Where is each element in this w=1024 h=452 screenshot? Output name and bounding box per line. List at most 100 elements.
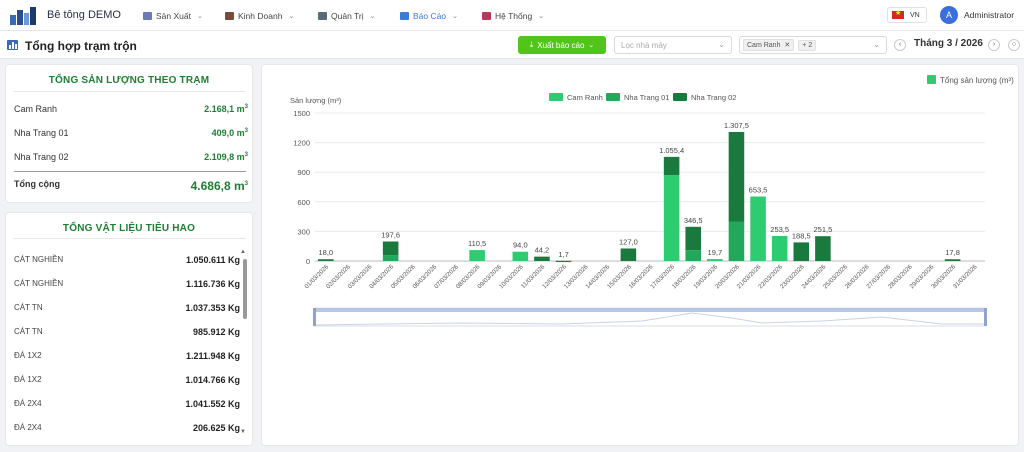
- legend-label: Nha Trang 01: [624, 93, 669, 102]
- chevron-down-icon: ⌄: [538, 12, 545, 20]
- scrollbar-thumb[interactable]: [243, 259, 247, 319]
- bar-segment: [555, 260, 572, 263]
- material-row: CÁT TN 985.912 Kg: [14, 327, 240, 337]
- legend-swatch: [549, 93, 563, 101]
- user-name[interactable]: Administrator: [964, 10, 1015, 20]
- production-chart-card: Cam Ranh Nha Trang 01 Nha Trang 02 Tổng sản…: [261, 64, 1019, 446]
- next-month-button[interactable]: ›: [988, 39, 1000, 51]
- bar-segment: [793, 242, 810, 261]
- vietnam-flag-icon: [892, 9, 904, 19]
- materials-title: TỔNG VẬT LIỆU TIÊU HAO: [62, 223, 196, 234]
- y-tick-label: 1500: [293, 109, 310, 118]
- station-row: Nha Trang 01 409,0 m3: [14, 128, 248, 138]
- menu-item-he-thong[interactable]: Hệ Thống ⌄: [482, 0, 572, 31]
- menu-item-quan-tri[interactable]: Quản Trị ⌄: [318, 0, 400, 31]
- system-icon: [482, 11, 491, 20]
- factory-icon: [143, 11, 152, 20]
- station-row: Cam Ranh 2.168,1 m3: [14, 104, 248, 114]
- bar-segment: [685, 250, 702, 261]
- chevron-down-icon: ⌄: [369, 12, 376, 20]
- bar-segment: [728, 131, 745, 222]
- refresh-button[interactable]: ○: [1008, 39, 1020, 51]
- chevron-down-icon: ⌄: [873, 40, 880, 49]
- data-label: 197,6: [381, 231, 400, 240]
- menu-item-kinh-doanh[interactable]: Kinh Doanh ⌄: [225, 0, 318, 31]
- bar-segment: [944, 259, 961, 261]
- legend-swatch-total: [927, 75, 936, 84]
- y-tick-label: 1200: [293, 139, 310, 148]
- briefcase-icon: [225, 11, 234, 20]
- download-icon: ⤓: [529, 40, 534, 49]
- legend-label: Nha Trang 02: [691, 93, 736, 102]
- data-label: 18,0: [319, 248, 334, 257]
- material-row: CÁT TN 1.037.353 Kg: [14, 303, 240, 313]
- close-icon[interactable]: ✕: [784, 42, 791, 49]
- scroll-up-icon[interactable]: ▲: [240, 249, 246, 255]
- station-filter-select[interactable]: Cam Ranh ✕ + 2 ⌄: [739, 36, 887, 54]
- total-row: Tổng cộng 4.686,8 m3: [14, 179, 248, 193]
- bar-segment: [534, 256, 550, 261]
- data-label: 253,5: [770, 225, 789, 234]
- chevron-down-icon: ⌄: [452, 12, 458, 20]
- bar-segment: [620, 248, 637, 261]
- bar-segment: [728, 221, 745, 261]
- bar-segment: [663, 156, 680, 176]
- legend-swatch: [606, 93, 620, 101]
- chevron-down-icon: ⌄: [288, 12, 295, 20]
- data-label: 1.307,5: [724, 121, 749, 130]
- main-menu: Sản Xuất ⌄ Kinh Doanh ⌄ Quản Trị ⌄ Báo Cáo ⌄…: [143, 0, 572, 31]
- bar-segment: [318, 259, 334, 261]
- zoom-slider-handle-right[interactable]: [984, 308, 987, 326]
- report-icon: [400, 11, 409, 20]
- admin-icon: [318, 11, 327, 20]
- export-report-button[interactable]: ⤓ Xuất báo cáo ⌄: [518, 36, 606, 54]
- data-label: 188,5: [792, 231, 811, 240]
- bar-segment: [771, 235, 788, 261]
- menu-item-san-xuat[interactable]: Sản Xuất ⌄: [143, 0, 225, 31]
- prev-month-button[interactable]: ‹: [894, 39, 906, 51]
- bar-segment: [750, 196, 766, 261]
- bar-segment: [469, 250, 485, 261]
- legend-label: Cam Ranh: [567, 93, 603, 102]
- scroll-down-icon[interactable]: ▼: [240, 429, 246, 435]
- y-tick-label: 300: [297, 227, 310, 236]
- avatar[interactable]: A: [940, 6, 958, 24]
- menu-item-bao-cao[interactable]: Báo Cáo ⌄: [400, 0, 482, 31]
- material-row: ĐÁ 1X2 1.014.766 Kg: [14, 375, 240, 385]
- chevron-down-icon: ⌄: [196, 12, 203, 20]
- language-selector[interactable]: VN: [887, 7, 927, 23]
- legend-label-total: Tổng sản lượng (m³): [940, 76, 1014, 85]
- y-axis-label: Sản lượng (m³): [290, 96, 342, 105]
- factory-filter-select[interactable]: Lọc nhà máy ⌄: [614, 36, 732, 54]
- chevron-down-icon: ⌄: [588, 42, 595, 49]
- data-label: 17,8: [945, 248, 960, 257]
- production-chart: Cam Ranh Nha Trang 01 Nha Trang 02 Tổng sản…: [290, 75, 1014, 327]
- company-logo[interactable]: [10, 5, 40, 25]
- y-tick-label: 600: [297, 198, 310, 207]
- material-row: ĐÁ 2X4 206.625 Kg: [14, 423, 240, 433]
- bar-segment: [512, 251, 529, 261]
- bar-segment: [382, 241, 399, 256]
- station-row: Nha Trang 02 2.109,8 m3: [14, 152, 248, 162]
- app-title[interactable]: Bê tông DEMO: [47, 9, 121, 21]
- zoom-slider-handle-left[interactable]: [313, 308, 316, 326]
- month-label: Tháng 3 / 2026: [914, 38, 983, 49]
- data-label: 1,7: [558, 250, 568, 259]
- y-tick-label: 900: [297, 168, 310, 177]
- data-label: 44,2: [535, 246, 550, 255]
- station-totals-card: TỔNG SẢN LƯỢNG THEO TRẠM Cam Ranh 2.168,1…: [5, 64, 253, 203]
- data-label: 346,5: [684, 216, 703, 225]
- data-label: 127,0: [619, 237, 638, 246]
- zoom-slider-preview: [314, 312, 985, 326]
- zoom-slider-bar[interactable]: [315, 308, 985, 312]
- page-title: Tổng hợp trạm trộn: [25, 39, 137, 53]
- station-tag[interactable]: Cam Ranh ✕: [743, 39, 795, 51]
- legend-swatch: [673, 93, 687, 101]
- y-tick-label: 0: [306, 257, 310, 266]
- station-totals-title: TỔNG SẢN LƯỢNG THEO TRẠM: [48, 75, 210, 86]
- top-navbar: Bê tông DEMO Sản Xuất ⌄ Kinh Doanh ⌄ Quản …: [0, 0, 1024, 31]
- data-label: 653,5: [749, 186, 768, 195]
- bar-segment: [663, 175, 680, 261]
- more-tag[interactable]: + 2: [798, 39, 817, 51]
- material-row: CÁT NGHIỀN 1.050.611 Kg: [14, 255, 240, 265]
